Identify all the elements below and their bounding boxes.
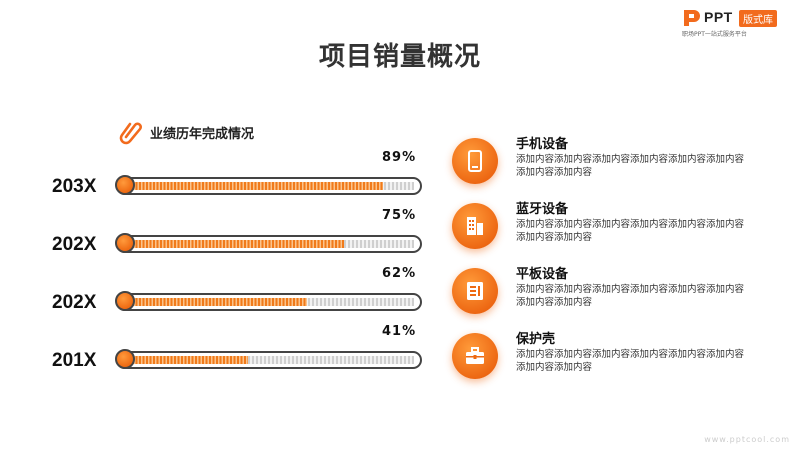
progress-fill bbox=[132, 298, 307, 306]
progress-fill bbox=[132, 182, 383, 190]
item-icon-circle bbox=[452, 138, 498, 184]
item-title: 保护壳 bbox=[516, 332, 556, 347]
progress-knob bbox=[115, 291, 135, 311]
feature-item: 蓝牙设备 添加内容添加内容添加内容添加内容添加内容添加内容添加内容添加内容 bbox=[452, 201, 752, 261]
bar-year-label: 202X bbox=[52, 292, 97, 313]
item-icon-circle bbox=[452, 203, 498, 249]
item-description: 添加内容添加内容添加内容添加内容添加内容添加内容添加内容添加内容 bbox=[516, 284, 745, 308]
bar-percent-label: 75% bbox=[382, 208, 417, 223]
tablet-icon bbox=[467, 282, 483, 300]
watermark: www.pptcool.com bbox=[704, 435, 790, 444]
progress-track bbox=[116, 351, 422, 369]
phone-icon bbox=[468, 150, 482, 172]
item-icon-circle bbox=[452, 268, 498, 314]
progress-row: 201X 41% bbox=[52, 324, 432, 378]
item-description: 添加内容添加内容添加内容添加内容添加内容添加内容添加内容添加内容 bbox=[516, 219, 745, 243]
progress-track bbox=[116, 293, 422, 311]
bar-year-label: 202X bbox=[52, 234, 97, 255]
logo-badge: 版式库 bbox=[739, 10, 777, 27]
bar-percent-label: 89% bbox=[382, 150, 417, 165]
brand-logo: PPT 版式库 职场PPT一站式服务平台 bbox=[682, 8, 792, 38]
progress-row: 202X 62% bbox=[52, 266, 432, 320]
feature-item: 手机设备 添加内容添加内容添加内容添加内容添加内容添加内容添加内容添加内容 bbox=[452, 136, 752, 196]
item-description: 添加内容添加内容添加内容添加内容添加内容添加内容添加内容添加内容 bbox=[516, 154, 745, 178]
bar-percent-label: 41% bbox=[382, 324, 417, 339]
briefcase-icon bbox=[466, 347, 484, 364]
paperclip-icon bbox=[119, 122, 142, 145]
logo-brand-text: PPT bbox=[704, 9, 733, 25]
ppt-logo-icon bbox=[684, 10, 700, 26]
bar-year-label: 203X bbox=[52, 176, 97, 197]
progress-row: 203X 89% bbox=[52, 150, 432, 204]
section-subheading: 业绩历年完成情况 bbox=[118, 120, 255, 145]
progress-knob bbox=[115, 233, 135, 253]
progress-track bbox=[116, 177, 422, 195]
bar-year-label: 201X bbox=[52, 350, 97, 371]
feature-item: 保护壳 添加内容添加内容添加内容添加内容添加内容添加内容添加内容添加内容 bbox=[452, 331, 752, 391]
page-title: 项目销量概况 bbox=[318, 42, 481, 72]
building-icon bbox=[467, 217, 483, 235]
progress-fill bbox=[132, 240, 344, 248]
track-empty bbox=[132, 356, 414, 364]
item-icon-circle bbox=[452, 333, 498, 379]
item-title: 手机设备 bbox=[516, 137, 569, 152]
progress-knob bbox=[115, 175, 135, 195]
feature-item: 平板设备 添加内容添加内容添加内容添加内容添加内容添加内容添加内容添加内容 bbox=[452, 266, 752, 326]
item-description: 添加内容添加内容添加内容添加内容添加内容添加内容添加内容添加内容 bbox=[516, 349, 745, 373]
item-title: 蓝牙设备 bbox=[516, 202, 569, 217]
logo-slogan: 职场PPT一站式服务平台 bbox=[682, 31, 747, 38]
progress-knob bbox=[115, 349, 135, 369]
progress-track bbox=[116, 235, 422, 253]
progress-row: 202X 75% bbox=[52, 208, 432, 262]
item-title: 平板设备 bbox=[516, 267, 569, 282]
progress-fill bbox=[132, 356, 248, 364]
bar-percent-label: 62% bbox=[382, 266, 417, 281]
subheading-text: 业绩历年完成情况 bbox=[150, 126, 255, 142]
